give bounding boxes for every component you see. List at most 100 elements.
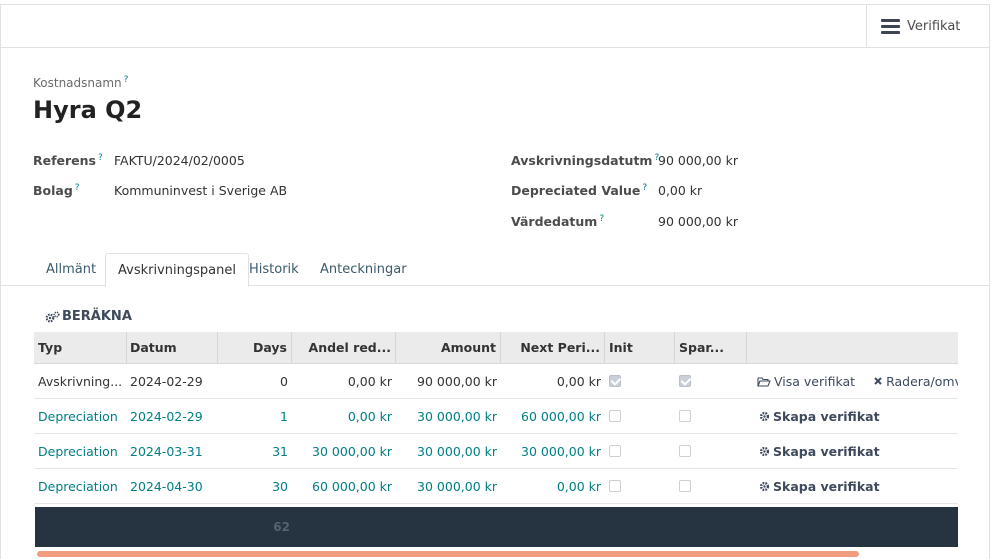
tab-notes[interactable]: Anteckningar: [320, 262, 407, 277]
help-icon[interactable]: ?: [74, 183, 80, 193]
field-label: Bolag: [33, 183, 73, 199]
compute-button-label: BERÄKNA: [62, 309, 132, 324]
cell-init: [605, 434, 675, 468]
tab-depreciation-board[interactable]: Avskrivningspanel: [105, 253, 249, 287]
cell-init: [605, 364, 675, 398]
table-row[interactable]: Avskrivning... 2024-02-29 0 0,00 kr 90 0…: [34, 364, 958, 399]
field-value-date: Värdedatum?: [511, 214, 604, 229]
column-header-actions: [747, 332, 958, 363]
table-row[interactable]: Depreciation 2024-02-29 1 0,00 kr 30 000…: [34, 399, 958, 434]
cell-saved: [675, 469, 747, 503]
saved-checkbox[interactable]: [679, 375, 691, 387]
cell-saved: [675, 364, 747, 398]
form-view: Verifikat Kostnadsnamn? Hyra Q2 Referens…: [0, 4, 990, 559]
cell-next-period: 0,00 kr: [556, 373, 601, 389]
compute-button[interactable]: BERÄKNA: [45, 309, 132, 324]
field-depreciation-date: Avskrivningsdatutm?: [511, 153, 659, 168]
field-reference-value[interactable]: FAKTU/2024/02/0005: [114, 153, 245, 168]
saved-checkbox[interactable]: [679, 480, 691, 492]
tab-general[interactable]: Allmänt: [46, 262, 97, 277]
field-depreciated-value-value[interactable]: 0,00 kr: [658, 183, 703, 198]
cell-amount: 90 000,00 kr: [417, 373, 497, 389]
cell-days: 31: [272, 443, 288, 459]
cell-actions: Skapa verifikat: [759, 469, 958, 503]
create-entry-button[interactable]: Skapa verifikat: [759, 409, 880, 424]
field-depreciated-value: Depreciated Value?: [511, 183, 647, 198]
cell-type: Depreciation: [38, 408, 118, 424]
init-checkbox[interactable]: [609, 410, 621, 422]
folder-open-icon: [757, 376, 771, 387]
view-entry-button[interactable]: Visa verifikat: [757, 374, 855, 389]
cell-days: 1: [280, 408, 288, 424]
init-checkbox[interactable]: [609, 480, 621, 492]
cell-type: Depreciation: [38, 443, 118, 459]
cell-date: 2024-02-29: [130, 408, 203, 424]
cell-saved: [675, 434, 747, 468]
cell-amount: 30 000,00 kr: [417, 443, 497, 459]
notebook-tabs: Allmänt Avskrivningspanel Historik Antec…: [1, 253, 989, 287]
cell-share: 30 000,00 kr: [312, 443, 392, 459]
field-label: Depreciated Value: [511, 183, 641, 199]
create-entry-button[interactable]: Skapa verifikat: [759, 479, 880, 494]
field-depreciation-date-value[interactable]: 90 000,00 kr: [658, 153, 738, 168]
gear-icon: [759, 481, 770, 491]
help-icon[interactable]: ?: [654, 153, 660, 163]
field-company-value[interactable]: Kommuninvest i Sverige AB: [114, 183, 288, 198]
cell-type: Avskrivning...: [38, 373, 123, 389]
field-value-date-value[interactable]: 90 000,00 kr: [658, 214, 738, 229]
help-icon[interactable]: ?: [642, 183, 648, 193]
gear-icon: [759, 411, 770, 421]
journal-entries-smart-button[interactable]: Verifikat: [866, 5, 989, 48]
horizontal-scrollbar[interactable]: [37, 551, 859, 557]
help-icon[interactable]: ?: [123, 75, 129, 85]
table-row[interactable]: Depreciation 2024-03-31 31 30 000,00 kr …: [34, 434, 958, 469]
cell-actions: Visa verifikat Radera/omv: [757, 364, 958, 398]
days-total: 62: [273, 520, 290, 534]
table-header: Typ Datum Days Andel red... Amount Next …: [34, 332, 958, 364]
cell-type: Depreciation: [38, 478, 118, 494]
help-icon[interactable]: ?: [98, 153, 103, 163]
bars-icon: [881, 19, 900, 34]
column-header-init[interactable]: Init: [605, 332, 675, 363]
create-entry-label: Skapa verifikat: [773, 478, 880, 494]
tab-history[interactable]: Historik: [249, 262, 299, 277]
column-header-share[interactable]: Andel red...: [292, 332, 396, 363]
cell-actions: Skapa verifikat: [759, 434, 958, 468]
field-label: Avskrivningsdatutm: [511, 153, 653, 169]
saved-checkbox[interactable]: [679, 410, 691, 422]
help-icon[interactable]: ?: [599, 214, 605, 224]
cell-actions: Skapa verifikat: [759, 399, 958, 433]
field-reference: Referens?: [33, 153, 103, 168]
column-header-next-period[interactable]: Next Peri...: [501, 332, 605, 363]
cell-saved: [675, 399, 747, 433]
saved-checkbox[interactable]: [679, 445, 691, 457]
cell-next-period: 0,00 kr: [556, 478, 601, 494]
column-header-type[interactable]: Typ: [34, 332, 127, 363]
smart-button-label: Verifikat: [907, 19, 961, 34]
create-entry-button[interactable]: Skapa verifikat: [759, 444, 880, 459]
column-header-date[interactable]: Datum: [126, 332, 218, 363]
cell-days: 30: [272, 478, 288, 494]
cell-date: 2024-04-30: [130, 478, 203, 494]
cell-days: 0: [280, 373, 288, 389]
field-label: Referens: [33, 153, 97, 169]
cell-amount: 30 000,00 kr: [417, 478, 497, 494]
column-header-saved[interactable]: Spar...: [675, 332, 747, 363]
delete-reverse-button[interactable]: Radera/omv: [873, 374, 958, 389]
table-footer: 62: [35, 507, 958, 547]
column-header-amount[interactable]: Amount: [396, 332, 501, 363]
field-company: Bolag?: [33, 183, 80, 198]
button-box: Verifikat: [1, 5, 989, 48]
init-checkbox[interactable]: [609, 375, 621, 387]
cell-init: [605, 399, 675, 433]
cell-next-period: 60 000,00 kr: [521, 408, 601, 424]
column-header-days[interactable]: Days: [218, 332, 292, 363]
cell-share: 0,00 kr: [347, 408, 392, 424]
gears-icon: [45, 310, 60, 322]
record-title[interactable]: Hyra Q2: [33, 96, 143, 124]
cell-next-period: 30 000,00 kr: [521, 443, 601, 459]
cell-share: 0,00 kr: [347, 373, 392, 389]
table-row[interactable]: Depreciation 2024-04-30 30 60 000,00 kr …: [34, 469, 958, 504]
cell-share: 60 000,00 kr: [312, 478, 392, 494]
init-checkbox[interactable]: [609, 445, 621, 457]
